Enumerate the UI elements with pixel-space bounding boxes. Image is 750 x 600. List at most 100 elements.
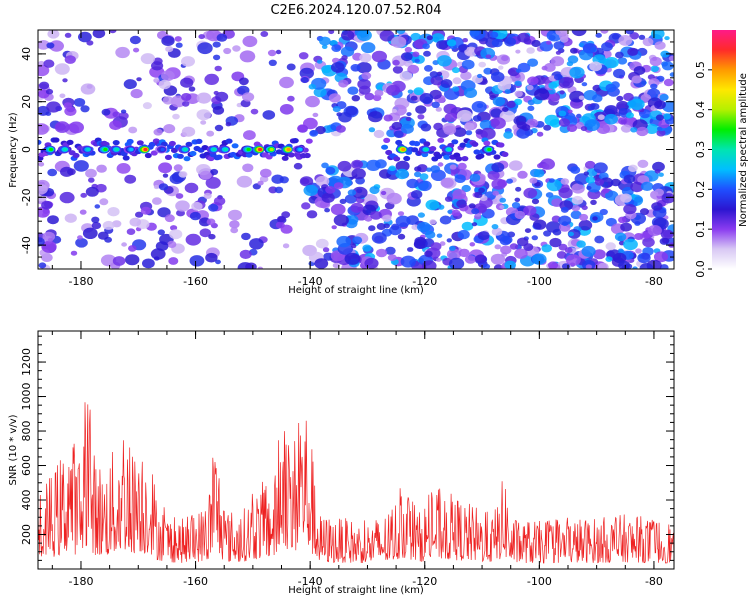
spectrogram-speckle xyxy=(458,44,468,51)
signal-band-mark xyxy=(144,152,152,159)
spectrogram-speckle xyxy=(161,70,175,81)
spectrogram-speckle xyxy=(94,204,101,209)
spectrogram-speckle xyxy=(112,256,126,266)
spectrogram-speckle xyxy=(382,214,392,222)
spectrogram-speckle xyxy=(440,177,454,188)
spectrogram-speckle xyxy=(411,190,423,199)
spectrogram-speckle xyxy=(128,245,137,252)
spectrogram-speckle xyxy=(165,46,174,53)
spectrogram-speckle xyxy=(458,248,470,258)
spectrogram-speckle xyxy=(399,71,413,81)
spectrogram-speckle xyxy=(206,130,215,137)
spectrogram-speckle xyxy=(566,61,574,67)
signal-band-mark xyxy=(281,155,289,161)
spectrogram-speckle xyxy=(92,30,106,39)
spectrogram-speckle xyxy=(130,88,143,99)
spectrogram-speckle xyxy=(501,55,509,62)
spectrogram-speckle xyxy=(392,59,400,66)
y-tick-label: 0 xyxy=(20,146,33,153)
spectrogram-speckle xyxy=(656,129,666,137)
spectrogram-speckle xyxy=(298,52,309,60)
signal-band-mark xyxy=(383,137,391,143)
spectrogram-speckle xyxy=(514,197,521,202)
spectrogram-speckle xyxy=(287,95,295,102)
spectrogram-speckle xyxy=(38,40,50,50)
signal-band-mark xyxy=(385,149,393,156)
spectrogram-speckle xyxy=(503,131,514,139)
spectrogram-speckle xyxy=(571,183,585,194)
spectrogram-speckle xyxy=(172,113,180,120)
spectrogram-speckle xyxy=(558,76,574,89)
spectrogram-speckle xyxy=(592,216,598,221)
spectrogram-speckle xyxy=(341,55,348,61)
spectrogram-speckle xyxy=(312,112,319,118)
signal-band-mark xyxy=(483,140,491,146)
spectrogram-speckle xyxy=(485,54,492,59)
spectrogram-speckle xyxy=(490,71,505,83)
spectrogram-speckle xyxy=(440,79,453,88)
spectrogram-speckle xyxy=(236,175,253,188)
spectrogram-speckle xyxy=(630,181,644,193)
spectrogram-speckle xyxy=(492,190,500,196)
spectrogram-speckle xyxy=(324,208,330,213)
spectrogram-speckle xyxy=(168,257,179,265)
spectrogram-speckle xyxy=(38,162,45,167)
signal-band-mark xyxy=(291,138,299,144)
spectrogram-speckle xyxy=(142,258,155,269)
spectrogram-speckle xyxy=(268,186,278,194)
spectrogram-speckle xyxy=(350,64,361,72)
spectrogram-speckle xyxy=(347,86,359,95)
spectrogram-speckle xyxy=(356,30,372,42)
spectrogram-speckle xyxy=(650,83,658,90)
signal-band-mark xyxy=(168,140,176,147)
spectrogram-speckle xyxy=(524,228,532,234)
spectrogram-speckle xyxy=(182,101,190,107)
spectrogram-speckle xyxy=(469,30,480,37)
spectrogram-speckle xyxy=(178,171,188,178)
spectrogram-speckle xyxy=(576,113,582,119)
spectrogram-speckle xyxy=(417,221,431,233)
spectrogram-speckle xyxy=(604,57,619,69)
spectrogram-speckle xyxy=(558,187,573,199)
spectrogram-speckle xyxy=(59,93,66,99)
spectrogram-speckle xyxy=(208,233,216,240)
spectrogram-speckle xyxy=(531,253,547,265)
spectrogram-speckle xyxy=(633,66,646,75)
spectrogram-speckle xyxy=(417,212,425,218)
spectrogram-speckle xyxy=(645,123,659,134)
spectrogram-speckle xyxy=(480,47,496,60)
spectrogram-speckle xyxy=(469,242,476,247)
spectrogram-speckle xyxy=(446,238,452,243)
spectrogram-speckle xyxy=(63,102,73,109)
spectrogram-speckle xyxy=(64,55,76,64)
spectrogram-speckle xyxy=(45,88,54,95)
signal-band-mark xyxy=(403,155,411,162)
spectrogram-speckle xyxy=(504,89,511,94)
spectrogram-speckle xyxy=(560,206,569,213)
spectrogram-speckle xyxy=(41,240,57,253)
spectrogram-speckle xyxy=(419,93,434,104)
snr-panel: -180 -160 -140 -120 -100 -80 200 400 600 800 1000… xyxy=(8,330,675,596)
signal-band-mark xyxy=(245,152,253,158)
signal-band-mark xyxy=(38,139,42,145)
spectrogram-speckle xyxy=(214,65,222,72)
spectrogram-speckle xyxy=(605,242,616,251)
spectrogram-speckle xyxy=(472,115,482,122)
bright-spot-mark xyxy=(424,147,429,152)
spectrogram-speckle xyxy=(593,249,606,260)
spectrogram-speckle xyxy=(642,37,654,47)
spectrogram-speckle xyxy=(509,160,523,171)
spectrogram-speckle xyxy=(414,166,422,172)
spectrogram-speckle xyxy=(600,30,609,34)
spectrogram-speckle xyxy=(79,209,87,215)
spectrogram-speckle xyxy=(623,92,634,102)
spectrogram-speckle xyxy=(491,162,505,173)
spectrogram-speckle xyxy=(362,244,372,252)
spectrogram-speckle xyxy=(315,175,330,187)
bright-spot-mark xyxy=(103,147,108,152)
spectrogram-speckle xyxy=(116,163,131,174)
spectrogram-speckle xyxy=(540,158,555,170)
spectrogram-speckle xyxy=(331,44,342,52)
signal-band-mark xyxy=(287,152,295,158)
spectrogram-speckle xyxy=(99,198,109,206)
